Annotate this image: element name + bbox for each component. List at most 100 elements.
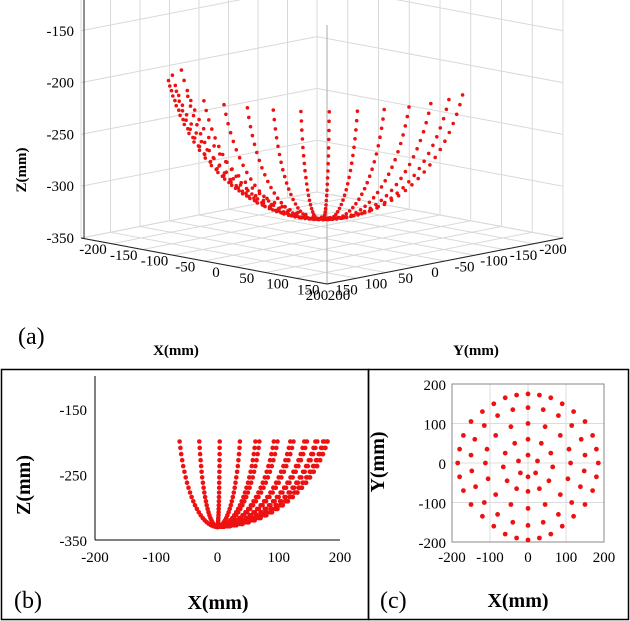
panel-a-wall-gridline [80,0,564,32]
panel-b-point [253,439,258,444]
panel-b-point [292,490,298,495]
panel-c-point [510,407,516,413]
panel-a-point [305,188,310,192]
panel-a-point [416,176,421,181]
panel-a-point [431,143,435,148]
panel-b-point [183,475,188,480]
panel-c-point [538,440,544,446]
panel-a-point [250,192,254,196]
panel-b-point [267,469,273,475]
panel-a-point [250,133,255,138]
panel-b-x-tick-label: -200 [81,550,109,566]
panel-b-point [205,506,210,512]
panel-c-y-tick-label: -100 [419,497,447,513]
panel-c-point [468,502,474,507]
panel-a-point [324,203,328,207]
panel-b-point [197,439,202,444]
panel-a-point [353,137,357,141]
panel-a-point [399,176,403,181]
panel-b-point [302,469,308,475]
panel-c-point [565,476,571,482]
panel-c-point [533,470,538,476]
panel-a-point [422,159,426,163]
panel-b-point [177,439,182,444]
panel-a-point [326,154,331,158]
panel-a-point [309,217,313,221]
panel-a-x-tick-label: 0 [431,265,439,281]
panel-a-point [429,101,433,106]
panel-b-point [197,451,203,457]
panel-a-point [348,168,353,173]
panel-a-point [295,213,299,218]
panel-a-point [344,215,348,219]
panel-a-point [291,211,295,215]
panel-a-point [407,162,412,167]
panel-c-y-tick-label: -200 [419,536,447,552]
panel-a-point [384,193,389,198]
panel-a-point [186,94,190,99]
panel-b-point [263,499,269,504]
panel-a-point [255,197,260,201]
panel-c-point [504,478,510,484]
panel-a-point [201,126,206,131]
panel-b-point [247,475,252,480]
panel-a-point [234,148,239,152]
panel-a-point [444,107,449,112]
panel-a-wall-gridline [80,139,564,187]
panel-b-x-axis-label: X(mm) [187,592,248,614]
panel-b-point [250,475,255,480]
panel-a-point [225,160,229,164]
panel-a-point [247,194,251,199]
panel-a-point [170,73,175,77]
panel-a-point [304,175,308,180]
panel-c-point [525,421,531,426]
panel-c-label: (c) [380,588,407,614]
panel-a-point [354,118,359,123]
panel-a-point [276,144,280,149]
panel-b-point [260,503,265,508]
panel-b-point [304,439,310,444]
panel-a-point [433,155,438,160]
panel-b-point [244,510,250,515]
panel-b-point [319,445,325,451]
panel-b-point [311,463,317,469]
panel-a-point [365,180,370,185]
panel-b-point [216,510,221,515]
panel-c-points [455,391,601,543]
panel-a-floor-gridline [265,226,502,273]
panel-a-points [166,68,465,222]
panel-b-point [272,499,278,504]
panel-b-point [217,451,222,457]
panel-b-point [283,485,289,491]
panel-b-point [237,439,243,444]
panel-a-point [401,133,405,137]
panel-a-point [180,103,185,107]
panel-b-point [238,515,244,521]
panel-b-point [279,499,284,504]
panel-b-point [194,506,200,512]
panel-c-point [582,502,588,507]
panel-b-point [249,463,255,469]
panel-a-point [181,117,185,122]
panel-a-point [224,112,228,117]
panel-a-x-tick-label: 50 [398,271,413,287]
panel-b-point [270,490,276,495]
panel-a-point [254,150,259,155]
panel-b-point [186,485,191,491]
panel-a-point [229,183,234,187]
panel-b-point [255,451,260,457]
panel-a-point [209,163,214,168]
panel-b-point [243,494,249,500]
panel-c-point [514,486,519,492]
panel-c-point [457,446,462,452]
panel-c-point [590,433,595,438]
panel-b-point [275,439,280,444]
panel-a-point [212,156,216,161]
panel-a-y-tick-label: 0 [212,265,220,281]
panel-a-point [323,210,328,214]
panel-b-point [217,439,222,444]
panel-c-point [485,476,491,482]
panel-c-point [508,502,514,507]
panel-b-point [298,457,304,463]
panel-b-point [325,439,330,444]
